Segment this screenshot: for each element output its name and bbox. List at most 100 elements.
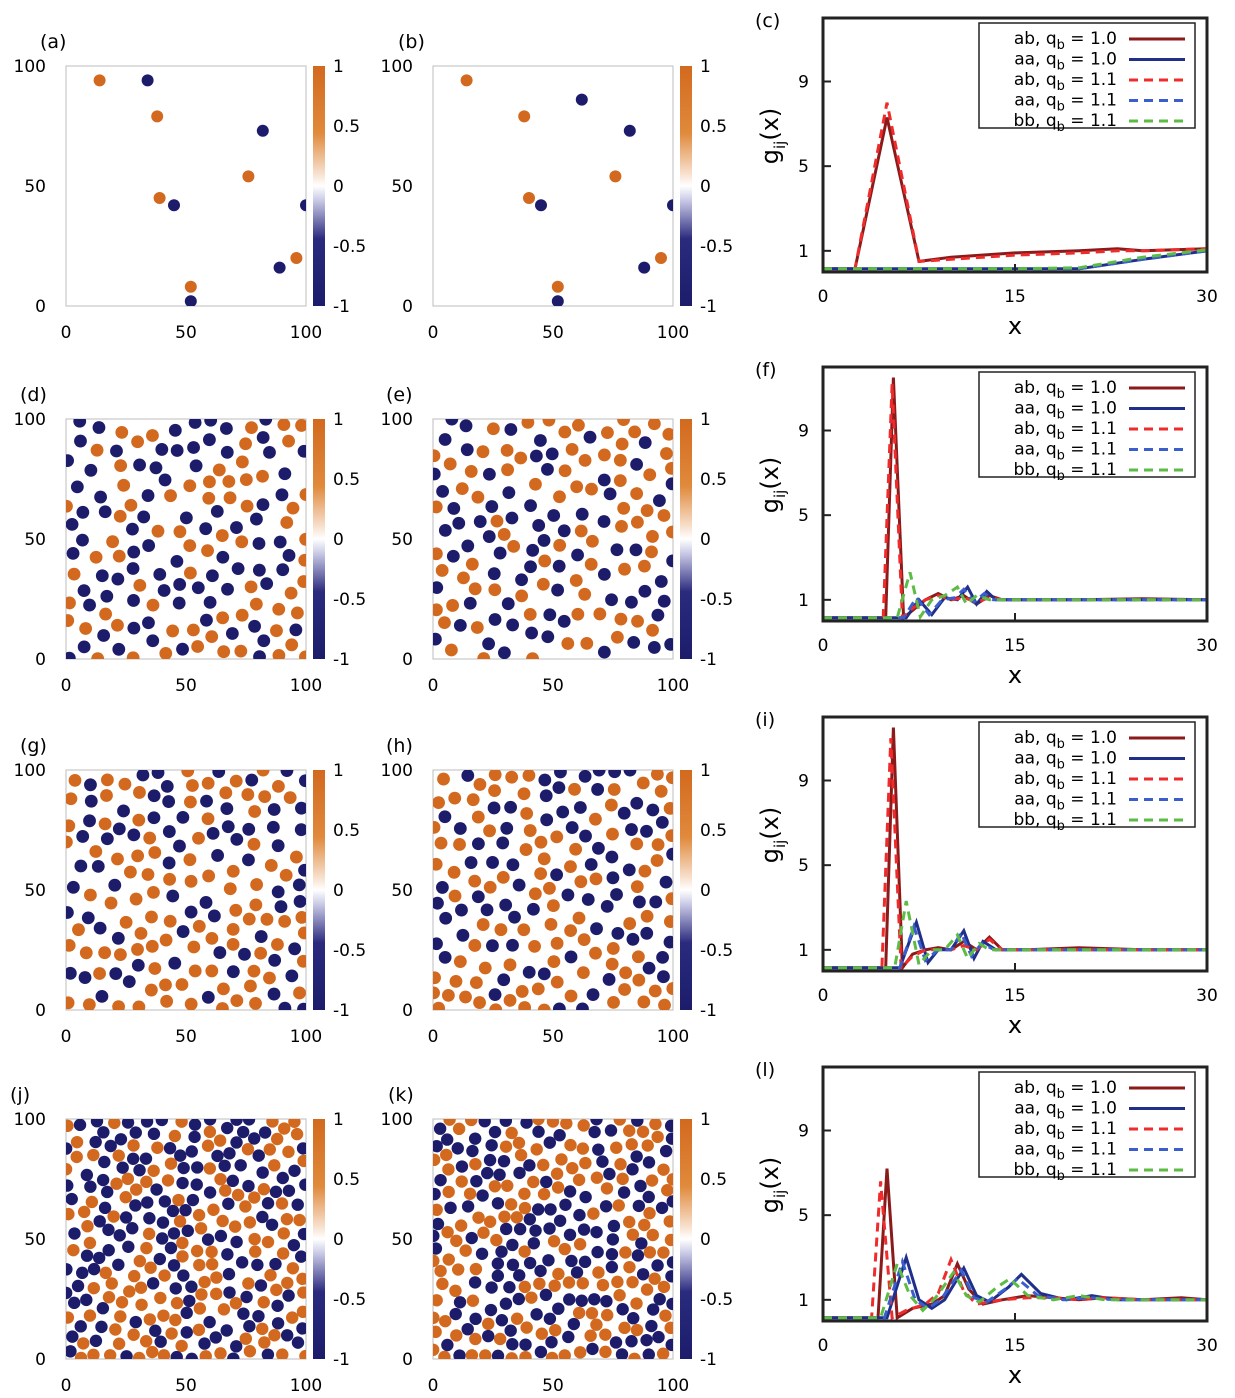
particle	[578, 1255, 592, 1269]
particle	[638, 584, 652, 598]
particle	[245, 773, 259, 787]
particle	[87, 1348, 100, 1359]
particle	[293, 1213, 306, 1227]
particle	[108, 878, 122, 892]
particle	[490, 514, 504, 528]
legend-label: aa, qb = 1.1	[1014, 790, 1117, 814]
particle	[288, 942, 302, 956]
particle	[293, 986, 306, 1000]
particle	[569, 842, 583, 856]
particle	[631, 614, 644, 628]
particle	[179, 1203, 192, 1217]
particle	[144, 983, 158, 997]
particle	[158, 1195, 172, 1208]
colorbar-tick-label: -1	[700, 1001, 717, 1021]
particle	[649, 1119, 662, 1131]
particle	[229, 774, 243, 788]
particle	[553, 490, 566, 504]
particle	[115, 1296, 129, 1309]
particle	[663, 802, 673, 815]
particle	[77, 640, 91, 654]
particle	[564, 860, 577, 874]
particle	[89, 1135, 102, 1149]
particle	[503, 1281, 516, 1294]
particle	[507, 539, 521, 553]
particle	[657, 1280, 671, 1294]
colorbar	[680, 419, 692, 659]
particle	[476, 445, 490, 459]
particle	[656, 950, 669, 964]
particle	[242, 853, 255, 867]
particle	[497, 1154, 511, 1168]
particle	[646, 530, 659, 543]
particle	[292, 878, 306, 892]
particle	[517, 923, 531, 937]
particle	[488, 988, 502, 1002]
particle	[148, 846, 162, 859]
particle	[648, 1272, 661, 1285]
x-tick-label: 0	[818, 986, 829, 1006]
particle	[297, 444, 306, 458]
particle	[183, 853, 197, 867]
particle	[84, 1180, 97, 1193]
particle	[665, 1132, 673, 1145]
particle	[439, 911, 453, 925]
particle	[552, 781, 566, 795]
particle	[176, 1236, 189, 1250]
particle	[465, 557, 479, 571]
particle	[226, 937, 240, 951]
particle	[650, 854, 664, 867]
y-tick-label: 9	[798, 422, 809, 442]
particle	[494, 923, 508, 937]
particle	[643, 1207, 656, 1220]
particle	[433, 1153, 441, 1167]
particle	[113, 509, 127, 523]
particle	[205, 931, 219, 945]
particle	[294, 823, 306, 837]
particle	[185, 1280, 198, 1293]
x-tick-label: 100	[290, 1376, 322, 1396]
particle	[600, 1182, 614, 1195]
y-tick-label: 9	[798, 73, 809, 93]
particle	[539, 789, 553, 803]
particle	[231, 1188, 245, 1202]
particle	[124, 865, 137, 879]
particle	[657, 1163, 670, 1176]
particle	[191, 640, 205, 653]
particle	[163, 914, 177, 928]
particle	[605, 1260, 619, 1274]
particle	[238, 947, 251, 961]
particle	[220, 802, 234, 816]
particle	[665, 461, 673, 475]
particle	[663, 1215, 673, 1228]
particle	[139, 1335, 153, 1348]
particle	[568, 782, 581, 796]
particle	[503, 993, 517, 1007]
particle	[500, 821, 514, 835]
particle	[500, 443, 514, 457]
particle	[626, 932, 640, 946]
particle	[573, 1208, 586, 1222]
particle	[628, 425, 642, 439]
colorbar-tick-label: 1	[700, 761, 711, 781]
particle	[124, 498, 138, 512]
particle	[445, 419, 459, 426]
particle	[261, 1235, 275, 1249]
particle	[295, 801, 306, 815]
particles	[93, 74, 306, 306]
particle	[638, 559, 651, 573]
particle	[572, 1173, 586, 1187]
y-tick-label: 1	[798, 941, 809, 961]
y-tick-label: 1	[798, 591, 809, 611]
particle	[483, 824, 496, 838]
particle	[584, 858, 598, 871]
particle	[550, 830, 564, 844]
map-panel: (a) 0 50 100 0 50 100 1 0.5 0 -0.5 -1	[14, 31, 367, 343]
x-tick-label: 30	[1196, 287, 1218, 307]
particle	[114, 1310, 127, 1323]
particle	[571, 607, 585, 621]
particle	[664, 1233, 673, 1247]
particle	[525, 626, 539, 640]
colorbar-tick-label: 1	[333, 410, 344, 430]
particle	[613, 474, 627, 487]
